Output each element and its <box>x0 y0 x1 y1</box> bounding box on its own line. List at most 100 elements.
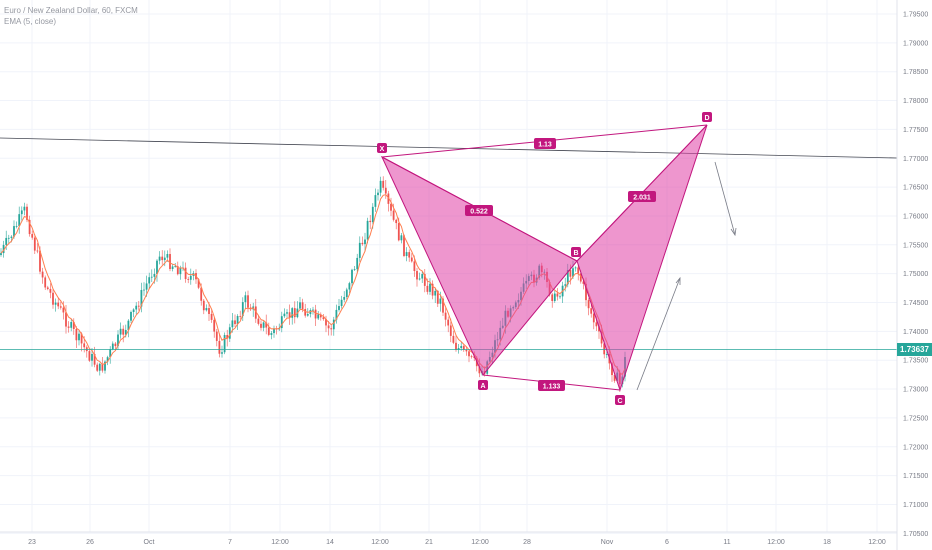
candle-body <box>579 273 582 282</box>
candle-body <box>325 319 327 326</box>
candle-body <box>210 313 213 320</box>
price-axis-label: 1.73500 <box>903 358 928 365</box>
candle-body <box>598 326 600 332</box>
time-axis-label: 26 <box>86 539 94 546</box>
price-axis-label: 1.79000 <box>903 40 928 47</box>
arrow-down[interactable] <box>714 161 737 237</box>
candle-body <box>449 325 452 336</box>
candle-body <box>265 322 268 328</box>
candle-body <box>397 223 400 241</box>
candle-body <box>244 295 247 303</box>
ratio-label-bd: 2.031 <box>633 195 651 202</box>
candle-body <box>163 257 166 261</box>
time-axis-label: 12:00 <box>271 539 289 546</box>
price-axis-label: 1.76000 <box>903 213 928 220</box>
price-axis-label: 1.74000 <box>903 329 928 336</box>
candle-body <box>280 316 283 329</box>
candle-body <box>431 283 434 296</box>
candle-body <box>239 315 242 317</box>
candle-body <box>145 283 148 290</box>
candle-body <box>2 244 5 254</box>
candle-body <box>93 353 96 365</box>
arrow-up[interactable] <box>636 276 681 391</box>
candle-body <box>65 312 67 327</box>
candle-body <box>140 289 143 307</box>
time-axis[interactable]: 23 26 Oct 7 12:00 14 12:00 21 12:00 28 Nov 6 11 12:00… <box>28 539 886 546</box>
candle-body <box>559 296 561 298</box>
candle-body <box>122 328 125 335</box>
candle-body <box>439 298 442 304</box>
candle-body <box>213 319 216 332</box>
candle-body <box>465 349 468 352</box>
ratio-badge-xb <box>465 205 493 216</box>
candle-body <box>221 352 223 354</box>
candle-body <box>72 322 75 330</box>
candle-body <box>452 335 455 343</box>
candle-body <box>338 306 340 310</box>
price-axis-label: 1.78500 <box>903 69 928 76</box>
candle-body <box>143 289 145 291</box>
candle-body <box>174 266 177 268</box>
candle-body <box>135 305 138 310</box>
candle-body <box>106 357 109 362</box>
candle-body <box>156 260 158 274</box>
candle-body <box>88 351 91 361</box>
candle-body <box>13 226 15 237</box>
price-axis-label: 1.75000 <box>903 271 928 278</box>
candle-body <box>158 256 161 261</box>
candle-body <box>161 256 164 261</box>
xabcd-pattern[interactable]: 1.13 0.522 2.031 1.133 X A B C D <box>377 112 712 405</box>
candle-body <box>371 206 374 223</box>
candle-body <box>215 331 218 341</box>
candle-body <box>551 294 554 302</box>
candle-body <box>468 351 470 357</box>
ratio-label-xb: 0.522 <box>470 209 488 216</box>
candle-body <box>114 343 117 347</box>
time-axis-label: Nov <box>601 539 614 546</box>
time-axis-label: 28 <box>523 539 531 546</box>
candle-body <box>208 308 210 314</box>
candle-body <box>137 305 140 307</box>
candle-body <box>166 254 169 258</box>
candle-body <box>75 329 78 341</box>
candle-body <box>590 308 593 314</box>
indicator-title: EMA (5, close) <box>4 17 57 26</box>
candle-body <box>189 275 192 280</box>
candle-body <box>447 319 450 326</box>
candle-body <box>335 309 338 320</box>
time-axis-label: Oct <box>144 539 155 546</box>
time-axis-label: 6 <box>665 539 669 546</box>
candle-body <box>0 253 2 255</box>
candle-body <box>351 269 353 284</box>
candle-body <box>26 206 28 220</box>
point-badge-x <box>377 143 387 153</box>
candle-body <box>254 306 257 319</box>
time-axis-label: 12:00 <box>471 539 489 546</box>
time-axis-label: 23 <box>28 539 36 546</box>
candle-body <box>304 308 307 316</box>
candle-body <box>605 354 608 355</box>
candle-body <box>109 349 112 358</box>
candle-body <box>317 314 320 319</box>
candle-body <box>260 323 262 328</box>
candle-body <box>176 266 179 275</box>
candle-body <box>119 328 122 335</box>
candle-body <box>400 235 403 241</box>
candle-body <box>262 322 265 328</box>
candle-body <box>366 220 369 240</box>
point-label-c: C <box>617 398 622 405</box>
trend-line[interactable] <box>0 137 898 159</box>
price-axis-label: 1.71000 <box>903 502 928 509</box>
candle-body <box>361 242 364 245</box>
current-price-tag: 1.73637 <box>897 343 932 356</box>
candle-body <box>564 284 567 286</box>
candle-body <box>49 288 52 293</box>
symbol-title: Euro / New Zealand Dollar, 60, FXCM <box>4 6 138 15</box>
candle-body <box>117 334 119 347</box>
candle-body <box>436 290 439 304</box>
price-axis[interactable]: 1.79500 1.79000 1.78500 1.78000 1.77500 1.770… <box>903 12 928 538</box>
candle-body <box>382 180 385 188</box>
candle-body <box>150 276 153 278</box>
price-axis-label: 1.71500 <box>903 473 928 480</box>
